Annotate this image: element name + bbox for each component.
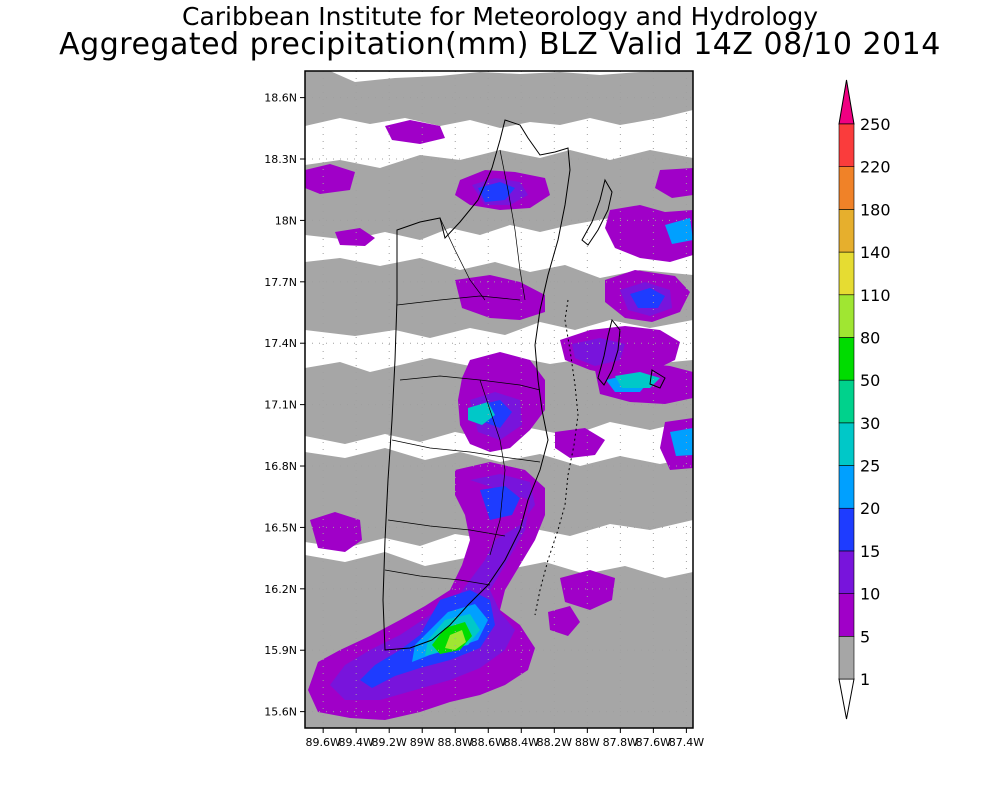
legend-overflow-arrow [838, 79, 855, 125]
y-tick-label: 18.6N [264, 92, 297, 105]
legend-label: 20 [860, 499, 880, 518]
x-tick-label: 89.4W [338, 736, 373, 749]
legend-label: 180 [860, 200, 891, 219]
y-tick-label: 18.3N [264, 153, 297, 166]
y-tick-label: 18N [275, 214, 297, 227]
legend-color-box [838, 422, 855, 466]
y-tick-label: 15.9N [264, 644, 297, 657]
x-tick-label: 88.4W [504, 736, 539, 749]
legend-color-box [838, 636, 855, 680]
x-tick-label: 88W [575, 736, 600, 749]
legend-color-box [838, 337, 855, 381]
legend-label: 220 [860, 158, 891, 177]
legend-label: 140 [860, 243, 891, 262]
x-tick-label: 89.2W [372, 736, 407, 749]
lighthouse-reef [649, 369, 666, 389]
y-tick-label: 15.6N [264, 706, 297, 719]
x-tick-label: 87.6W [636, 736, 671, 749]
cayes-chain [534, 299, 579, 616]
legend-label: 1 [860, 670, 870, 689]
legend-label: 250 [860, 115, 891, 134]
x-tick-label: 89W [410, 736, 435, 749]
legend-color-box [838, 507, 855, 552]
x-tick-label: 88.2W [537, 736, 572, 749]
legend-underflow-arrow [838, 678, 855, 720]
y-tick-label: 17.7N [264, 276, 297, 289]
legend-color-box [838, 593, 855, 637]
legend-label: 15 [860, 542, 880, 561]
title-line2: Aggregated precipitation(mm) BLZ Valid 1… [59, 27, 941, 62]
belize-border [382, 119, 571, 651]
legend-color-box [838, 123, 855, 167]
y-tick-label: 17.4N [264, 337, 297, 350]
title-line1: Caribbean Institute for Meteorology and … [182, 2, 818, 31]
precip-field-yellowgreen [445, 630, 466, 650]
legend-color-box [838, 550, 855, 594]
legend-label: 110 [860, 286, 891, 305]
legend-label: 10 [860, 585, 880, 604]
x-tick-label: 87.8W [603, 736, 638, 749]
coastline [382, 119, 666, 651]
legend-color-box [838, 294, 855, 338]
legend-color-box [838, 251, 855, 296]
x-tick-label: 89.6W [305, 736, 340, 749]
legend-label: 5 [860, 627, 870, 646]
legend-label: 50 [860, 371, 880, 390]
x-tick-label: 88.6W [471, 736, 506, 749]
y-tick-label: 16.8N [264, 460, 297, 473]
turneffe-atoll [597, 318, 621, 386]
legend-color-box [838, 465, 855, 509]
x-tick-label: 87.4W [669, 736, 704, 749]
x-tick-label: 88.8W [438, 736, 473, 749]
y-tick-label: 17.1N [264, 399, 297, 412]
legend-color-box [838, 379, 855, 424]
y-tick-label: 16.2N [264, 583, 297, 596]
legend-color-box [838, 166, 855, 210]
plot-area [305, 71, 693, 728]
y-tick-label: 16.5N [264, 521, 297, 534]
legend-label: 30 [860, 414, 880, 433]
plot-frame [304, 70, 694, 729]
ambergris-caye [581, 178, 613, 246]
y-axis: 18.6N 18.3N 18N 17.7N 17.4N 17.1N 16.8N 16.5N 16… [264, 92, 305, 719]
legend-label: 80 [860, 328, 880, 347]
legend-color-box [838, 209, 855, 253]
legend-label: 25 [860, 457, 880, 476]
inner-district-lines [384, 149, 541, 586]
